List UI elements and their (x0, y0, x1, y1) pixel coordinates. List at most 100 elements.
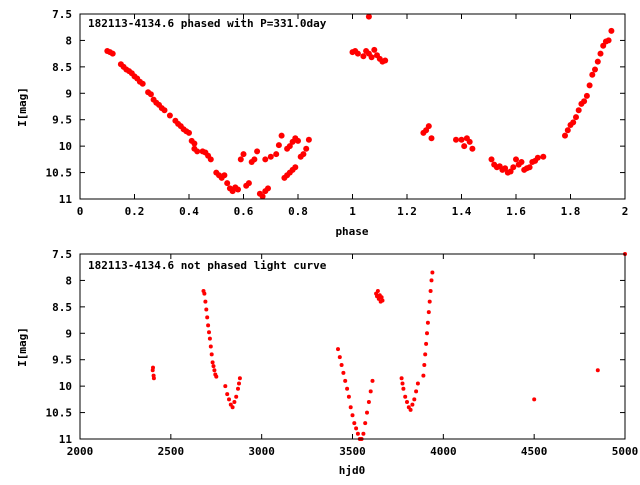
unphased-data-point (352, 421, 357, 426)
phased-data-point (513, 156, 519, 163)
phased-data-point (161, 107, 168, 114)
unphased-data-point (361, 431, 366, 436)
phased-data-point (354, 50, 361, 57)
unphased-data-point (414, 389, 419, 394)
phased-y-tick-label: 8 (65, 34, 72, 47)
unphased-data-point (423, 352, 428, 357)
unphased-data-point (428, 289, 433, 293)
unphased-data-point (375, 289, 380, 293)
phased-data-point (608, 27, 615, 34)
phased-data-point (540, 153, 547, 160)
phased-light-curve-panel: 0 0.2 0.4 0.6 0.8 1 1.2 1.4 1.6 1.8 2 7.5 8 8.5 9 9.5 10… (16, 8, 628, 238)
phased-data-point (502, 165, 509, 172)
unphased-data-point (237, 376, 242, 381)
phased-data-point (573, 114, 579, 121)
phased-data-point (583, 92, 590, 99)
unphased-data-point (400, 381, 405, 386)
phased-x-tick-label: 1.6 (506, 205, 526, 218)
phased-data-point (262, 156, 269, 163)
phased-data-point (592, 66, 598, 73)
phased-data-point (240, 151, 247, 158)
phased-data-point (371, 46, 378, 53)
unphased-data-point (343, 378, 348, 383)
phased-x-tick-label: 1.4 (452, 205, 472, 218)
phased-data-point (562, 132, 568, 139)
phased-data-point (461, 143, 468, 150)
unphased-data-point (379, 295, 384, 300)
phased-data-point (526, 164, 533, 171)
phased-data-point (605, 37, 612, 44)
phased-y-tick-label: 10.5 (46, 167, 73, 180)
unphased-data-point (232, 400, 237, 404)
phased-data-point (300, 151, 307, 158)
unphased-data-point (202, 291, 207, 296)
phased-data-point (425, 123, 432, 130)
unphased-data-point (209, 352, 214, 357)
phased-x-tick-label: 1 (349, 205, 356, 218)
unphased-data-point (350, 413, 355, 418)
unphased-data-point (424, 341, 429, 346)
phased-x-tick-label: 0.6 (234, 205, 254, 218)
unphased-data-point (230, 405, 235, 410)
phased-data-point (488, 156, 495, 163)
phased-data-point (207, 156, 214, 163)
unphased-data-point (336, 347, 340, 352)
unphased-data-point (405, 400, 409, 404)
phased-y-tick-label: 9.5 (52, 114, 72, 127)
unphased-data-point (337, 355, 342, 360)
unphased-data-point (223, 384, 228, 389)
unphased-data-point (354, 426, 359, 431)
unphased-y-tick-label: 7.5 (52, 248, 72, 261)
unphased-data-point (426, 310, 431, 315)
phased-data-point (581, 98, 588, 105)
unphased-data-point (207, 336, 212, 341)
unphased-x-tick-label: 3000 (248, 445, 275, 458)
phased-x-axis-title: phase (335, 225, 368, 238)
unphased-data-point (203, 299, 208, 304)
phased-data-point (368, 54, 375, 61)
unphased-data-point (212, 368, 217, 373)
unphased-x-tick-label: 2000 (67, 445, 94, 458)
phased-data-point (575, 107, 582, 114)
unphased-y-axis-title: I[mag] (16, 327, 29, 367)
phased-data-point (254, 148, 261, 155)
phased-data-point (265, 185, 271, 192)
unphased-data-point (427, 299, 432, 304)
unphased-x-tick-label: 5000 (612, 445, 639, 458)
unphased-data-points (150, 252, 627, 441)
phased-data-point (382, 57, 389, 64)
unphased-y-tick-label: 9.5 (52, 354, 72, 367)
unphased-data-point (363, 421, 368, 426)
unphased-x-tick-label: 4000 (430, 445, 457, 458)
phased-data-point (510, 164, 517, 171)
unphased-data-point (403, 394, 408, 399)
unphased-data-point (412, 397, 417, 402)
unphased-y-tick-label: 10.5 (46, 407, 73, 420)
phased-data-point (458, 136, 465, 143)
unphased-y-tick-label: 10 (59, 380, 72, 393)
unphased-x-axis-title: hjd0 (339, 464, 366, 477)
phased-data-point (194, 148, 201, 155)
unphased-data-point (151, 376, 156, 381)
unphased-data-point (532, 397, 537, 402)
phased-data-point (278, 132, 285, 139)
unphased-data-point (208, 344, 213, 349)
unphased-data-point (237, 381, 241, 386)
unphased-y-tick-label: 8.5 (52, 301, 72, 314)
phased-data-point (235, 186, 241, 193)
unphased-data-point (365, 410, 369, 415)
phased-data-point (303, 145, 310, 152)
unphased-data-point (425, 331, 429, 336)
phased-data-point (518, 159, 525, 165)
phased-data-point (273, 151, 280, 158)
phased-data-point (534, 154, 541, 161)
phased-data-point (224, 180, 231, 187)
phased-x-tick-label: 1.8 (561, 205, 581, 218)
unphased-data-point (227, 397, 231, 402)
unphased-data-point (595, 368, 600, 373)
unphased-ticks: 2000 2500 3000 3500 4000 4500 5000 7.5 8 8.5 9 9.5 1… (46, 248, 639, 458)
phased-data-points (104, 13, 615, 200)
phased-data-point (139, 80, 146, 87)
phased-y-axis-title: I[mag] (16, 87, 29, 127)
